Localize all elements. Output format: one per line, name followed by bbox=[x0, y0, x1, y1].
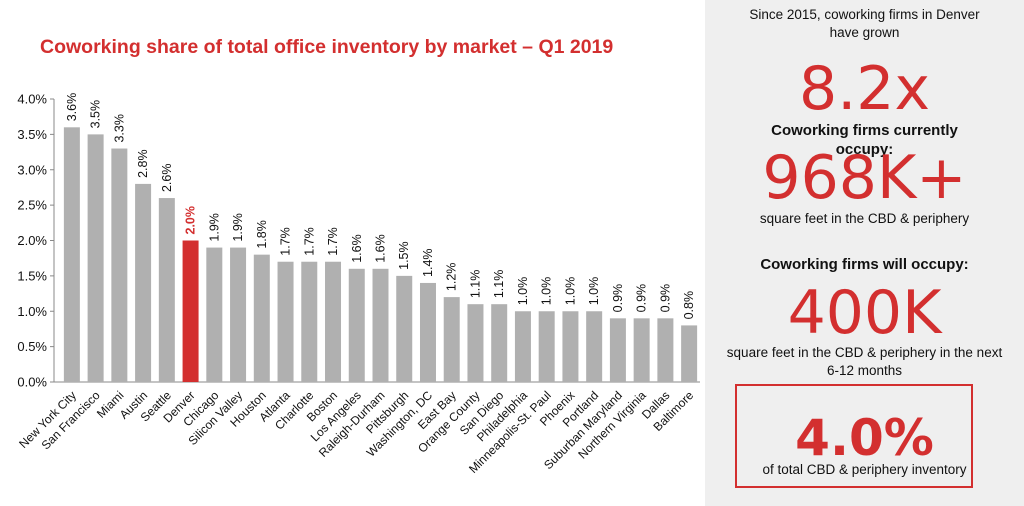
value-labels: 3.6% 3.5% 3.3% 2.8% 2.6% 2.0% 1.9% 1.9% 1.8% 1.7%… bbox=[65, 93, 696, 320]
bar bbox=[538, 311, 555, 382]
bar bbox=[135, 183, 152, 382]
data-label: 1.7% bbox=[326, 227, 340, 256]
data-label: 0.9% bbox=[635, 284, 649, 313]
bar bbox=[419, 282, 436, 382]
data-label: 2.6% bbox=[160, 164, 174, 193]
bar bbox=[301, 261, 318, 382]
data-label: 3.6% bbox=[65, 93, 79, 122]
data-label: 1.0% bbox=[516, 277, 530, 306]
data-label: 1.0% bbox=[540, 277, 554, 306]
data-label: 1.4% bbox=[421, 248, 435, 277]
bar bbox=[277, 261, 294, 382]
bar bbox=[325, 261, 342, 382]
bar bbox=[514, 311, 531, 382]
bars bbox=[63, 127, 698, 382]
data-label: 0.9% bbox=[658, 284, 672, 313]
y-tick-label: 3.5% bbox=[17, 127, 47, 142]
bar bbox=[111, 148, 128, 382]
bar bbox=[372, 268, 389, 382]
chart-title: Coworking share of total office inventor… bbox=[40, 36, 614, 58]
inventory-share-stat: 4.0% bbox=[795, 409, 934, 467]
data-label: 2.8% bbox=[136, 149, 150, 178]
bar bbox=[609, 318, 626, 382]
data-label: 1.6% bbox=[374, 234, 388, 263]
bar bbox=[586, 311, 603, 382]
bar bbox=[562, 311, 579, 382]
bar bbox=[63, 127, 80, 382]
bar bbox=[182, 240, 199, 382]
bar bbox=[657, 318, 674, 382]
current-occupancy-subtext: square feet in the CBD & periphery bbox=[759, 211, 970, 226]
bar bbox=[396, 275, 413, 382]
future-occupancy-stat: 400K bbox=[787, 278, 942, 348]
data-label: 1.8% bbox=[255, 220, 269, 249]
current-occupancy-label: Coworking firms currently occupy: bbox=[771, 122, 958, 158]
data-label: 3.5% bbox=[89, 100, 103, 129]
data-label: 1.0% bbox=[563, 277, 577, 306]
y-tick-label: 2.0% bbox=[17, 233, 47, 248]
data-label: 1.0% bbox=[587, 277, 601, 306]
bar bbox=[253, 254, 270, 382]
bar bbox=[681, 325, 698, 382]
y-tick-label: 4.0% bbox=[17, 92, 47, 107]
data-label: 1.1% bbox=[468, 270, 482, 299]
y-tick-label: 1.0% bbox=[17, 304, 47, 319]
bar bbox=[158, 198, 175, 382]
y-tick-label: 0.0% bbox=[17, 375, 47, 390]
data-label: 2.0% bbox=[184, 206, 198, 235]
bar bbox=[348, 268, 365, 382]
y-tick-label: 2.5% bbox=[17, 198, 47, 213]
data-label: 3.3% bbox=[112, 114, 126, 143]
bar bbox=[633, 318, 650, 382]
data-label: 1.1% bbox=[492, 270, 506, 299]
y-tick-label: 1.5% bbox=[17, 268, 47, 283]
data-label: 1.9% bbox=[207, 213, 221, 242]
data-label: 1.7% bbox=[302, 227, 316, 256]
intro-text: Since 2015, coworking firms in Denver ha… bbox=[749, 7, 980, 40]
current-occupancy-stat: 968K+ bbox=[762, 143, 967, 213]
bar bbox=[491, 304, 508, 382]
y-tick-label: 0.5% bbox=[17, 339, 47, 354]
y-tick-label: 3.0% bbox=[17, 162, 47, 177]
data-label: 0.8% bbox=[682, 291, 696, 320]
data-label: 0.9% bbox=[611, 284, 625, 313]
bar bbox=[467, 304, 484, 382]
data-label: 1.9% bbox=[231, 213, 245, 241]
inventory-share-box bbox=[735, 384, 973, 488]
data-label: 1.2% bbox=[445, 263, 459, 292]
data-label: 1.7% bbox=[279, 227, 293, 256]
stats-panel: Since 2015, coworking firms in Denver ha… bbox=[705, 0, 1024, 506]
bar bbox=[230, 247, 247, 382]
bar bbox=[87, 134, 104, 382]
data-label: 1.6% bbox=[350, 234, 364, 263]
inventory-share-subtext: of total CBD & periphery inventory bbox=[762, 462, 967, 477]
future-occupancy-subtext: square feet in the CBD & periphery in th… bbox=[726, 345, 1003, 378]
bar bbox=[443, 297, 460, 382]
growth-stat: 8.2x bbox=[799, 54, 930, 124]
data-label: 1.5% bbox=[397, 241, 411, 270]
bar-chart: 0.0% 0.5% 1.0% 1.5% 2.0% 2.5% 3.0% 3.5% 4.0% 3.6… bbox=[16, 92, 700, 476]
future-occupancy-label: Coworking firms will occupy: bbox=[760, 256, 969, 273]
bar bbox=[206, 247, 223, 382]
y-axis: 0.0% 0.5% 1.0% 1.5% 2.0% 2.5% 3.0% 3.5% 4.0% bbox=[17, 92, 700, 390]
